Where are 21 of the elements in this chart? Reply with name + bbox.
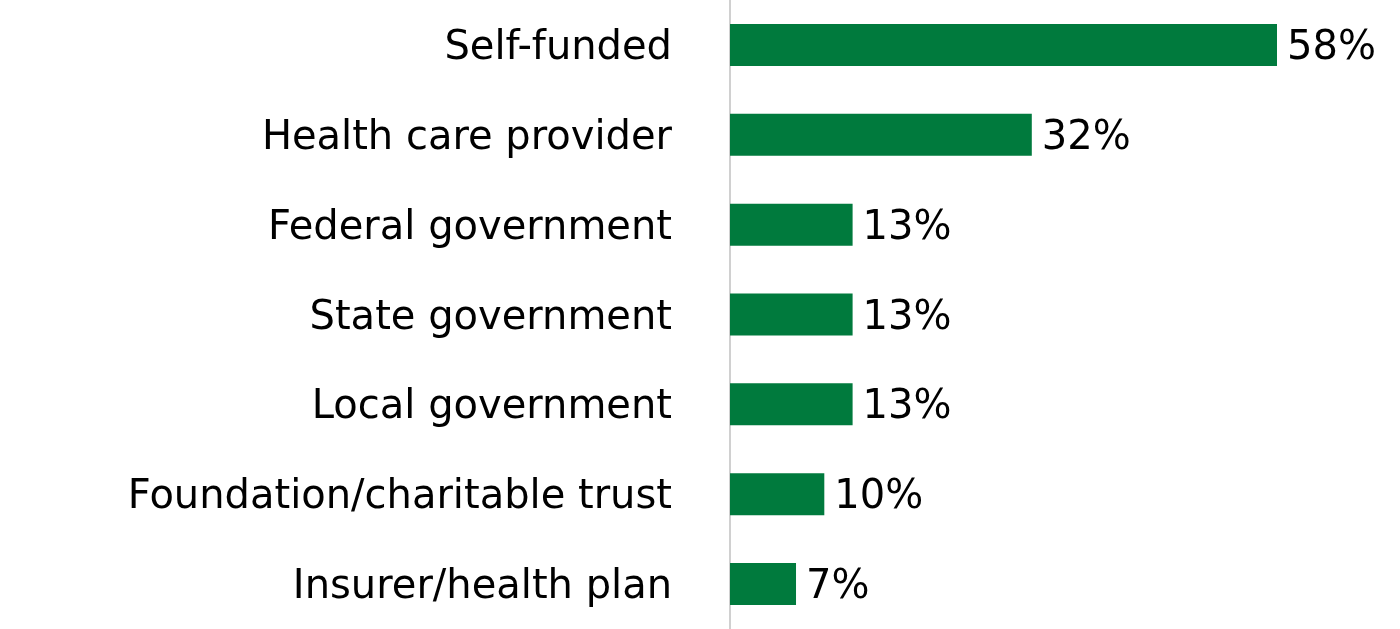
bar xyxy=(730,113,1032,156)
bar xyxy=(730,563,797,606)
bar xyxy=(730,203,853,246)
bar xyxy=(730,383,853,426)
bar xyxy=(730,293,853,336)
y-tick-label: Insurer/health plan xyxy=(292,561,672,608)
y-tick-label: Federal government xyxy=(267,201,672,248)
data-label: 58% xyxy=(1287,21,1376,68)
y-tick-label: Foundation/charitable trust xyxy=(127,471,672,518)
y-tick-label: Local government xyxy=(311,381,672,428)
data-label: 13% xyxy=(862,201,952,248)
data-label: 32% xyxy=(1041,111,1131,158)
data-label: 13% xyxy=(862,291,952,338)
data-label: 7% xyxy=(806,561,870,608)
y-tick-label: State government xyxy=(309,291,672,338)
data-label: 13% xyxy=(862,381,952,428)
bar xyxy=(730,23,1277,66)
y-tick-label: Self-funded xyxy=(444,21,672,68)
bar xyxy=(730,473,825,516)
data-label: 10% xyxy=(834,471,924,518)
y-tick-label: Health care provider xyxy=(261,111,673,158)
